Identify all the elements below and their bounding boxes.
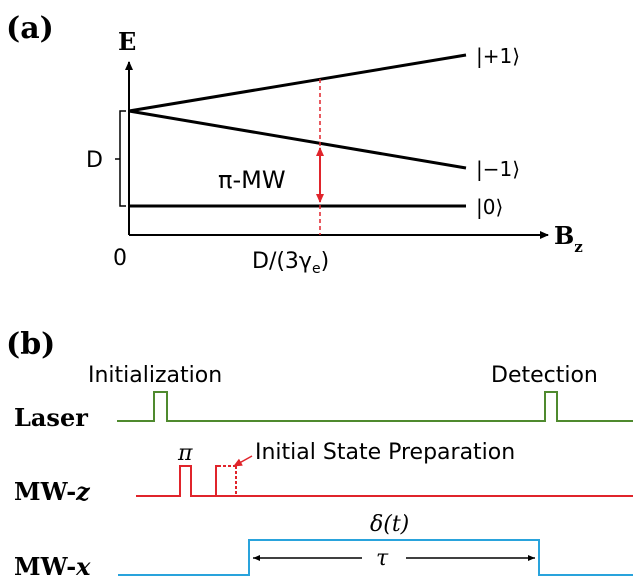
panel-a: (a) E Bz 0 |+1⟩ |−1⟩ |0⟩ D π-MW D/(3γe) [6,11,583,277]
mw-z-pulse-trace [136,465,218,497]
panel-a-label: (a) [6,11,54,46]
pi-pulse-label: π [177,441,193,466]
mw-x-channel-label: MW-x [14,552,91,581]
level-minus-one [128,109,467,170]
state-label-minus-one: |−1⟩ [476,157,520,181]
state-label-zero: |0⟩ [476,195,503,219]
mw-x-pulse-trace [118,539,633,576]
laser-channel-label: Laser [14,403,88,432]
detection-label: Detection [491,363,598,388]
initialization-label: Initialization [88,363,222,388]
zero-field-splitting-bracket [115,110,126,207]
initial-state-preparation-label: Initial State Preparation [255,440,515,465]
y-axis-label: E [118,27,136,56]
panel-b-label: (b) [6,327,55,362]
level-plus-one [128,53,467,113]
x-axis-label: Bz [554,221,583,256]
laser-pulse-trace [117,391,633,422]
resonance-field-label: D/(3γe) [252,249,329,277]
transition-label: π-MW [218,166,286,194]
mw-z-channel-label: MW-z [14,477,91,506]
initial-state-pointer-arrow [233,455,253,467]
delta-t-label: δ(t) [370,512,409,537]
tau-label: τ [376,546,389,571]
origin-label: 0 [113,246,127,271]
state-label-plus-one: |+1⟩ [476,44,520,68]
zero-field-splitting-label: D [86,148,103,173]
panel-b: (b) Initialization Detection Laser MW-z … [6,327,633,581]
